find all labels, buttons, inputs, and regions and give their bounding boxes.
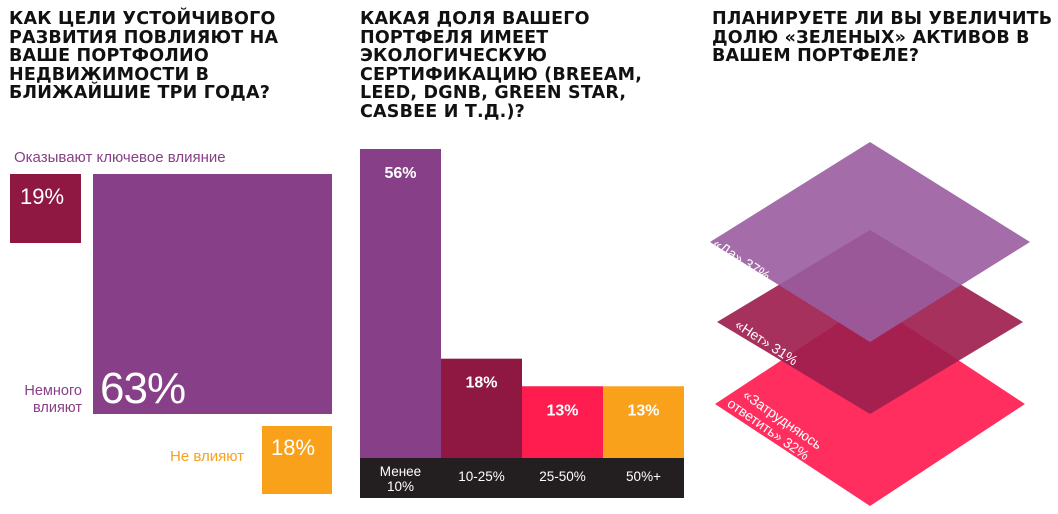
bar-value-label-2: 18% [465, 375, 497, 392]
bar-2 [441, 358, 522, 458]
category-label-4: 50%+ [626, 469, 661, 484]
value-key-impact: 19% [20, 184, 65, 209]
bar-value-label-4: 13% [627, 402, 659, 419]
layer-yes [710, 142, 1030, 342]
bar-value-label-1: 56% [384, 165, 416, 182]
bar-3 [522, 386, 603, 458]
bar-value-label-3: 13% [546, 402, 578, 419]
label-slight-impact: Немного влияют [24, 383, 82, 416]
label-no-impact: Не влияют [170, 448, 245, 465]
question-1-title: Как цели устойчивого развития повлияют н… [9, 9, 279, 103]
question-2-title: Какая доля вашего портфеля имеет экологи… [360, 9, 643, 122]
bar-4 [603, 386, 684, 458]
bar-1 [360, 149, 441, 458]
label-key-impact: Оказывают ключевое влияние [14, 149, 226, 166]
impact-chart: Оказывают ключевое влияние 19% 63% Немно… [0, 0, 340, 514]
category-label-2: 10-25% [458, 469, 505, 484]
value-slight-impact: 63% [100, 364, 186, 413]
category-label-3: 25-50% [539, 469, 586, 484]
category-axis-band [360, 458, 684, 498]
question-3-title: Планируете ли вы увеличить долю «зеленых… [712, 9, 1053, 66]
square-key-impact [10, 174, 81, 243]
square-no-impact [262, 426, 332, 494]
value-no-impact: 18% [271, 435, 316, 460]
category-label-1: Менее 10% [380, 464, 421, 494]
square-slight-impact [93, 174, 332, 414]
